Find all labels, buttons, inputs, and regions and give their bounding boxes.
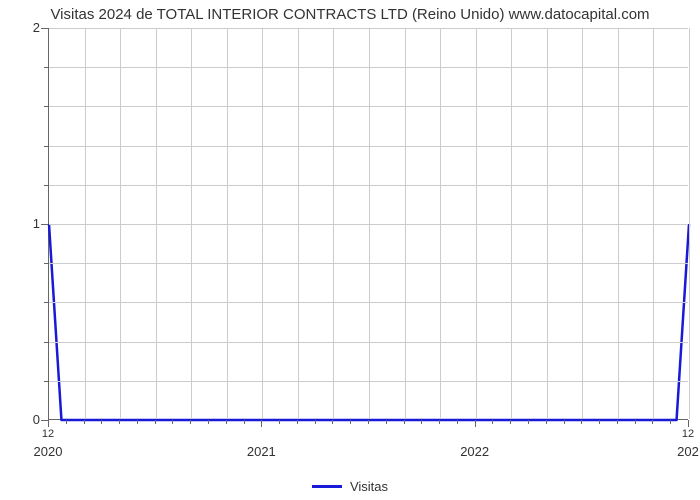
y-minor-tick-mark: [44, 67, 48, 68]
x-minor-tick-mark: [332, 420, 333, 424]
y-minor-tick-mark: [44, 185, 48, 186]
legend-swatch: [312, 485, 342, 488]
y-minor-tick-mark: [44, 263, 48, 264]
y-minor-tick-mark: [44, 342, 48, 343]
x-tick-label: 2021: [247, 444, 276, 459]
y-tick-label: 0: [10, 412, 40, 427]
x-minor-tick-mark: [492, 420, 493, 424]
grid-v: [227, 28, 228, 419]
x-minor-tick-mark: [101, 420, 102, 424]
y-minor-tick-mark: [44, 106, 48, 107]
x-minor-tick-mark: [315, 420, 316, 424]
legend-label: Visitas: [350, 479, 388, 494]
x-minor-tick-mark: [279, 420, 280, 424]
y-tick-mark: [41, 28, 48, 29]
x-tick-mark: [261, 420, 262, 427]
y-tick-mark: [41, 224, 48, 225]
y-minor-tick-mark: [44, 146, 48, 147]
x-minor-tick-mark: [84, 420, 85, 424]
grid-v: [689, 28, 690, 419]
y-minor-tick-mark: [44, 302, 48, 303]
x-minor-tick-mark: [457, 420, 458, 424]
x-minor-tick-mark: [244, 420, 245, 424]
grid-v: [156, 28, 157, 419]
x-minor-tick-mark: [350, 420, 351, 424]
x-minor-tick-mark: [172, 420, 173, 424]
grid-v: [85, 28, 86, 419]
y-tick-label: 1: [10, 216, 40, 231]
x-minor-tick-mark: [66, 420, 67, 424]
x-minor-tick-mark: [652, 420, 653, 424]
grid-v: [405, 28, 406, 419]
chart-title: Visitas 2024 de TOTAL INTERIOR CONTRACTS…: [0, 6, 700, 23]
x-minor-tick-mark: [190, 420, 191, 424]
grid-v: [653, 28, 654, 419]
grid-v: [440, 28, 441, 419]
grid-v: [476, 28, 477, 419]
grid-v: [262, 28, 263, 419]
x-tick-label: 2022: [460, 444, 489, 459]
x-minor-tick-mark: [119, 420, 120, 424]
y-tick-label: 2: [10, 20, 40, 35]
y-tick-mark: [41, 420, 48, 421]
x-tick-label: 2020: [34, 444, 63, 459]
x-tick-mark: [688, 420, 689, 427]
x-minor-tick-mark: [528, 420, 529, 424]
x-secondary-label: 12: [682, 428, 694, 440]
x-tick-label: 202: [677, 444, 699, 459]
x-minor-tick-mark: [208, 420, 209, 424]
x-minor-tick-mark: [155, 420, 156, 424]
x-minor-tick-mark: [546, 420, 547, 424]
grid-v: [298, 28, 299, 419]
grid-v: [511, 28, 512, 419]
grid-v: [618, 28, 619, 419]
grid-v: [191, 28, 192, 419]
grid-v: [333, 28, 334, 419]
x-minor-tick-mark: [297, 420, 298, 424]
y-minor-tick-mark: [44, 381, 48, 382]
x-minor-tick-mark: [599, 420, 600, 424]
x-minor-tick-mark: [564, 420, 565, 424]
x-tick-mark: [475, 420, 476, 427]
x-minor-tick-mark: [421, 420, 422, 424]
grid-v: [120, 28, 121, 419]
grid-v: [369, 28, 370, 419]
grid-v: [582, 28, 583, 419]
x-secondary-label: 12: [42, 428, 54, 440]
x-minor-tick-mark: [226, 420, 227, 424]
x-minor-tick-mark: [670, 420, 671, 424]
x-minor-tick-mark: [137, 420, 138, 424]
grid-v: [547, 28, 548, 419]
x-minor-tick-mark: [617, 420, 618, 424]
x-minor-tick-mark: [386, 420, 387, 424]
plot-area: [48, 28, 688, 420]
x-minor-tick-mark: [404, 420, 405, 424]
x-minor-tick-mark: [510, 420, 511, 424]
x-minor-tick-mark: [368, 420, 369, 424]
x-tick-mark: [48, 420, 49, 427]
legend: Visitas: [312, 479, 388, 494]
x-minor-tick-mark: [581, 420, 582, 424]
x-minor-tick-mark: [439, 420, 440, 424]
x-minor-tick-mark: [635, 420, 636, 424]
